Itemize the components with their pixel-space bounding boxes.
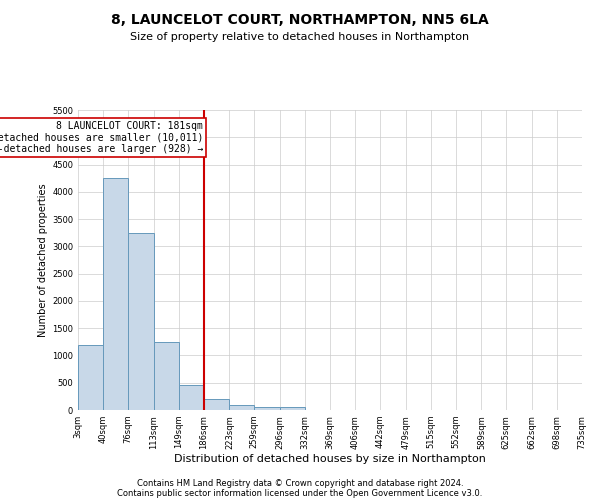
Bar	[204, 399, 229, 410]
Bar	[128, 232, 154, 410]
Text: Contains public sector information licensed under the Open Government Licence v3: Contains public sector information licen…	[118, 488, 482, 498]
X-axis label: Distribution of detached houses by size in Northampton: Distribution of detached houses by size …	[174, 454, 486, 464]
Y-axis label: Number of detached properties: Number of detached properties	[38, 183, 48, 337]
Text: 8, LAUNCELOT COURT, NORTHAMPTON, NN5 6LA: 8, LAUNCELOT COURT, NORTHAMPTON, NN5 6LA	[111, 12, 489, 26]
Text: 8 LAUNCELOT COURT: 181sqm
← 91% of detached houses are smaller (10,011)
8% of se: 8 LAUNCELOT COURT: 181sqm ← 91% of detac…	[0, 121, 203, 154]
Bar	[280, 408, 305, 410]
Bar	[154, 342, 179, 410]
Text: Size of property relative to detached houses in Northampton: Size of property relative to detached ho…	[130, 32, 470, 42]
Bar	[103, 178, 128, 410]
Text: Contains HM Land Registry data © Crown copyright and database right 2024.: Contains HM Land Registry data © Crown c…	[137, 478, 463, 488]
Bar	[254, 406, 280, 410]
Bar	[179, 386, 204, 410]
Bar	[229, 404, 254, 410]
Bar	[78, 344, 103, 410]
